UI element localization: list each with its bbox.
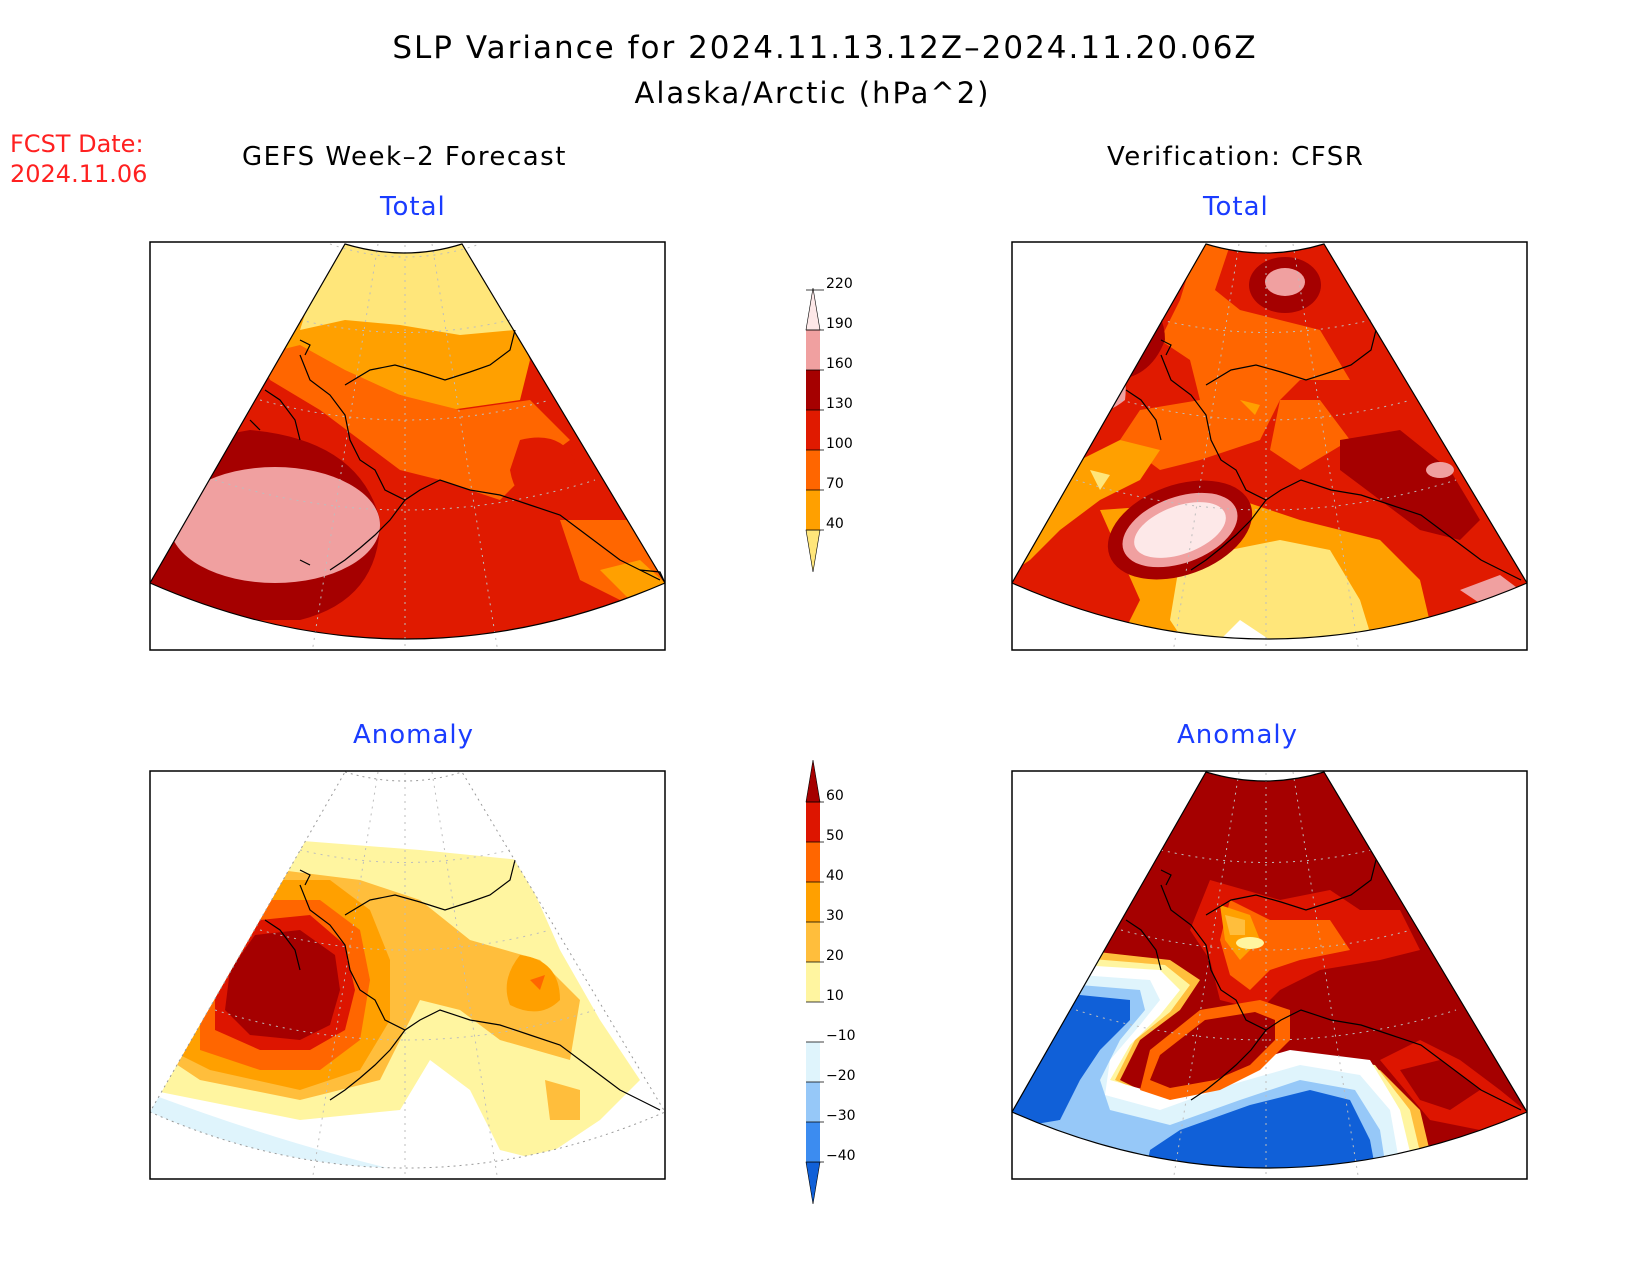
colorbar-anomaly-tick-label: −40 (826, 1148, 856, 1164)
colorbar-anomaly-tick-label: 60 (826, 788, 844, 804)
colorbar-total-swatch (806, 410, 820, 450)
panel-title-total-forecast: Total (380, 192, 446, 222)
colorbar-anomaly-swatch (806, 1002, 820, 1042)
colorbar-anomaly-swatch (806, 922, 820, 962)
colorbar-anomaly-tick-label: 20 (826, 948, 844, 964)
colorbar-total-tick-label: 100 (826, 436, 853, 452)
colorbar-anomaly-tick-label: 50 (826, 828, 844, 844)
colorbar-total: 40 70 100 130 160 190 220 (805, 276, 853, 573)
colorbar-anomaly-swatch (806, 1042, 820, 1082)
panel-title-anomaly-verification: Anomaly (1177, 720, 1299, 750)
colorbar-anomaly-swatch (806, 1122, 820, 1162)
colorbar-anomaly-swatch (806, 962, 820, 1002)
colorbar-anomaly-swatch (806, 842, 820, 882)
colorbar-total-tick-label: 190 (826, 316, 853, 332)
main-title: SLP Variance for 2024.11.13.12Z–2024.11.… (392, 30, 1258, 66)
colorbar-anomaly-swatch-low (805, 1161, 821, 1205)
colorbar-total-swatch-low (805, 529, 821, 573)
fcst-date-value: 2024.11.06 (10, 160, 148, 188)
fcst-date-label: FCST Date: (10, 130, 144, 158)
colorbar-total-swatch (806, 370, 820, 410)
forecast-column-title: GEFS Week–2 Forecast (242, 142, 567, 172)
map-verification-anomaly (1012, 771, 1527, 1179)
map-verification-total (1012, 243, 1527, 650)
panel-title-total-verification: Total (1203, 192, 1269, 222)
colorbar-anomaly-swatch-high (805, 759, 821, 803)
colorbar-anomaly-tick-label: −30 (826, 1108, 856, 1124)
colorbar-anomaly-swatch (806, 1082, 820, 1122)
colorbar-total-tick-label: 130 (826, 396, 853, 412)
colorbar-anomaly-swatch (806, 802, 820, 842)
colorbar-anomaly-tick-label: 40 (826, 868, 844, 884)
colorbar-total-tick-label: 40 (826, 516, 844, 532)
colorbar-total-swatch (806, 450, 820, 490)
colorbar-anomaly-tick-label: 10 (826, 988, 844, 1004)
colorbar-anomaly-tick-label: −10 (826, 1028, 856, 1044)
colorbar-total-swatch (806, 490, 820, 530)
colorbar-total-tick-label: 160 (826, 356, 853, 372)
frame-verification-anomaly (1011, 770, 1528, 1180)
frame-verification-total (1011, 241, 1528, 651)
colorbar-anomaly: −40 −30 −20 −10 10 20 30 40 50 60 (805, 759, 856, 1205)
colorbar-total-swatch-high (805, 287, 821, 331)
map-forecast-total (150, 243, 665, 650)
colorbar-anomaly-swatch (806, 882, 820, 922)
verification-column-title: Verification: CFSR (1107, 142, 1365, 172)
frame-forecast-anomaly (149, 770, 666, 1180)
colorbar-total-tick-label: 70 (826, 476, 844, 492)
colorbar-total-tick-label: 220 (826, 276, 853, 292)
colorbar-anomaly-tick-label: 30 (826, 908, 844, 924)
colorbar-total-swatch (806, 330, 820, 370)
panel-title-anomaly-forecast: Anomaly (353, 720, 475, 750)
main-subtitle: Alaska/Arctic (hPa^2) (634, 76, 991, 110)
map-forecast-anomaly (150, 771, 665, 1179)
frame-forecast-total (149, 241, 666, 651)
colorbar-anomaly-tick-label: −20 (826, 1068, 856, 1084)
